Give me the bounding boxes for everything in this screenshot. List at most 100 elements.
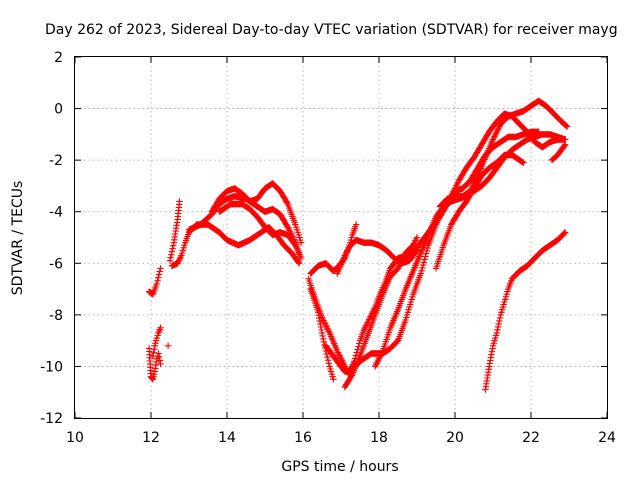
x-tick-label: 20 <box>446 430 464 446</box>
data-point <box>489 136 497 143</box>
data-point <box>394 265 402 272</box>
data-point <box>486 360 493 367</box>
series-track-8 <box>208 180 305 246</box>
data-point <box>494 326 501 334</box>
data-point <box>413 235 420 243</box>
data-point <box>494 127 501 134</box>
y-tick-label: -4 <box>49 205 63 221</box>
data-point <box>335 350 342 358</box>
data-point <box>353 221 360 228</box>
data-point <box>295 259 302 266</box>
data-point <box>322 322 329 329</box>
data-point <box>175 258 182 265</box>
data-point <box>496 317 503 325</box>
series-track-10 <box>307 221 360 277</box>
data-point <box>494 323 502 331</box>
data-point <box>157 324 164 331</box>
x-tick-label: 16 <box>294 430 312 446</box>
data-point <box>419 261 427 269</box>
y-tick-label: -12 <box>40 411 63 427</box>
data-point <box>411 238 418 246</box>
data-point <box>150 349 157 356</box>
data-point <box>318 329 326 337</box>
data-point <box>156 357 164 364</box>
data-point <box>397 260 404 267</box>
series-track-20 <box>548 141 569 164</box>
data-point <box>563 123 571 130</box>
data-marks <box>145 97 571 393</box>
data-point <box>420 259 427 266</box>
data-point <box>168 251 175 258</box>
data-point <box>378 349 386 356</box>
data-point <box>164 342 172 349</box>
plot-frame <box>74 56 608 419</box>
data-point <box>170 242 177 249</box>
data-point <box>325 328 332 335</box>
x-tick-label: 12 <box>142 430 160 446</box>
data-point <box>355 343 362 350</box>
data-point <box>284 224 291 231</box>
data-point <box>417 270 424 277</box>
data-point <box>321 318 328 326</box>
data-point <box>315 312 322 319</box>
data-point <box>168 248 176 255</box>
data-point <box>418 267 425 274</box>
data-point <box>320 338 328 346</box>
data-point <box>320 335 327 343</box>
data-point <box>324 325 331 332</box>
y-tick-label: -6 <box>49 256 63 272</box>
x-tick-label: 24 <box>598 430 616 446</box>
series-track-15 <box>341 234 421 391</box>
y-axis-label: SDTVAR / TECUs <box>10 181 26 296</box>
data-point <box>356 340 363 347</box>
y-tick-label: 0 <box>54 102 63 118</box>
series-track-9 <box>216 200 305 262</box>
data-point <box>316 317 323 325</box>
data-point <box>422 250 430 257</box>
data-point <box>453 182 460 189</box>
data-point <box>156 268 163 275</box>
data-point <box>376 353 383 361</box>
data-point <box>149 352 157 360</box>
x-tick-label: 14 <box>218 430 236 446</box>
y-tick-label: 2 <box>54 50 63 66</box>
data-point <box>157 360 164 368</box>
data-point <box>398 257 405 264</box>
x-axis-label: GPS time / hours <box>281 459 398 475</box>
data-point <box>286 227 293 234</box>
data-point <box>157 265 164 272</box>
series-track-19 <box>482 229 569 393</box>
series-track-2 <box>145 345 164 383</box>
data-point <box>352 352 360 359</box>
data-point <box>283 199 291 206</box>
data-point <box>176 198 183 205</box>
data-point <box>400 254 407 261</box>
data-point <box>377 352 384 359</box>
series-track-4 <box>164 342 172 349</box>
series-track-3 <box>149 324 164 360</box>
data-point <box>336 352 343 359</box>
data-point <box>297 239 305 246</box>
data-point <box>169 245 176 252</box>
data-point <box>561 229 568 237</box>
x-tick-label: 22 <box>522 430 540 446</box>
data-point <box>166 257 174 264</box>
y-tick-label: -2 <box>49 153 63 169</box>
data-point <box>410 242 417 249</box>
data-point <box>413 234 421 241</box>
data-point <box>151 346 158 353</box>
data-point <box>562 229 569 236</box>
data-point <box>562 141 569 148</box>
data-point <box>319 332 326 340</box>
y-tick-label: -8 <box>49 308 63 324</box>
data-point <box>396 262 403 269</box>
data-point <box>372 363 379 370</box>
data-point <box>330 376 337 383</box>
data-point <box>176 255 184 262</box>
data-point <box>155 274 162 281</box>
series-track-18 <box>432 151 527 272</box>
data-point <box>360 327 367 334</box>
data-point <box>373 360 380 367</box>
data-point <box>155 350 162 357</box>
